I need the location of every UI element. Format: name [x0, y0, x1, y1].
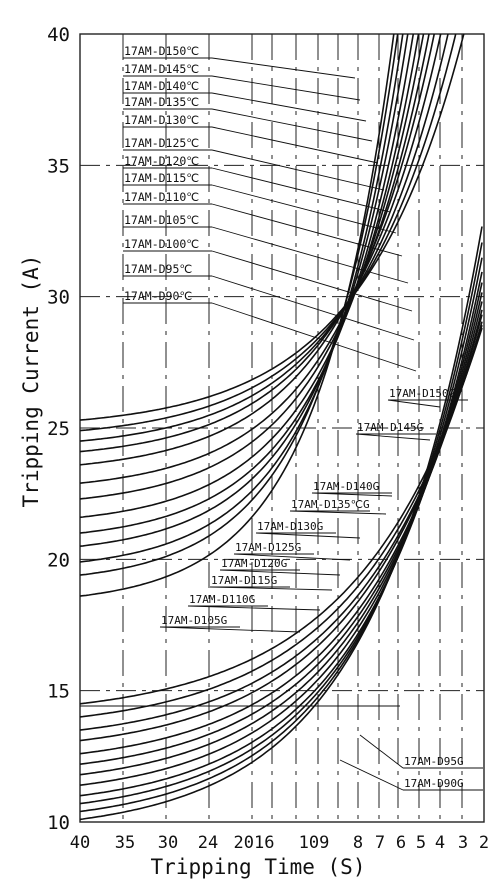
series-label: 17AM-D115℃ — [124, 171, 199, 185]
curve-17AM-D120G — [79, 292, 483, 776]
x-tick-label: 4 — [435, 833, 445, 853]
leader-line — [211, 126, 379, 164]
curve-17AM-D150℃ — [79, 33, 465, 421]
curves — [79, 33, 483, 821]
leader-line — [211, 75, 361, 101]
series-label: 17AM-D90G — [404, 777, 464, 790]
series-label: 17AM-D135℃ — [124, 95, 199, 109]
series-labels: 17AM-D150℃ 17AM-D145℃ 17AM-D140℃ 17AM-D135℃… — [124, 44, 464, 790]
series-label: 17AM-D125℃ — [124, 136, 199, 150]
x-tick-label: 30 — [158, 833, 178, 853]
x-tick-label: 40 — [70, 833, 90, 853]
series-label: 17AM-D95G — [404, 755, 464, 768]
curve-17AM-D145℃ — [79, 33, 457, 432]
x-tick-label: 2016 — [234, 833, 275, 853]
curve-17AM-D135℃ — [79, 33, 442, 453]
x-tick-label: 8 — [353, 833, 363, 853]
series-label: 17AM-D130G — [257, 520, 323, 533]
series-label: 17AM-D145℃ — [124, 62, 199, 76]
curve-17AM-D115℃ — [79, 33, 420, 519]
curve-17AM-D110℃ — [79, 33, 415, 534]
leader-line — [359, 734, 404, 769]
leader-line — [211, 184, 397, 234]
leader-line — [159, 626, 301, 633]
leader-line — [233, 553, 351, 561]
series-label: 17AM-D125G — [235, 541, 301, 554]
x-tick-label: 109 — [299, 833, 330, 853]
y-axis-title: Tripping Current (A) — [19, 255, 43, 508]
leader-line — [211, 108, 373, 142]
leader-line — [211, 226, 409, 284]
y-tick-label: 35 — [47, 155, 70, 177]
curve-17AM-D90G — [79, 226, 483, 821]
curve-17AM-D100℃ — [79, 33, 404, 563]
x-axis-title: Tripping Time (S) — [151, 855, 366, 879]
series-label: 17AM-D100℃ — [124, 237, 199, 251]
leader-line — [355, 433, 431, 441]
leader-line — [387, 399, 441, 408]
leader-line — [211, 167, 391, 213]
curve-17AM-D140G — [79, 321, 483, 731]
x-tick-label: 35 — [115, 833, 135, 853]
leader-line — [187, 605, 321, 611]
leader-line — [209, 586, 333, 591]
y-tick-label: 10 — [47, 812, 70, 834]
series-label: 17AM-D140G — [313, 480, 379, 493]
series-label: 17AM-D150G — [389, 387, 455, 400]
series-label: 17AM-D120G — [221, 557, 287, 570]
series-label: 17AM-D105℃ — [124, 213, 199, 227]
leader-line — [289, 510, 387, 515]
x-tick-label: 6 — [396, 833, 406, 853]
x-tick-label: 2 — [479, 833, 489, 853]
y-tick-label: 15 — [47, 681, 70, 703]
series-label: 17AM-D105G — [161, 614, 227, 627]
x-tick-label: 3 — [458, 833, 468, 853]
series-label: 17AM-D120℃ — [124, 154, 199, 168]
x-tick-label: 5 — [416, 833, 426, 853]
leader-line — [211, 92, 367, 122]
series-label: 17AM-D140℃ — [124, 79, 199, 93]
curve-17AM-D125℃ — [79, 33, 430, 484]
leader-line — [211, 250, 413, 312]
leader-line — [211, 302, 417, 372]
series-label: 17AM-D115G — [211, 574, 277, 587]
curve-17AM-D140℃ — [79, 33, 449, 442]
curve-17AM-D105G — [79, 257, 483, 805]
series-label: 17AM-D110G — [189, 593, 255, 606]
leader-line — [339, 759, 404, 791]
x-tick-label: 7 — [375, 833, 385, 853]
curve-17AM-D95G — [79, 242, 483, 813]
tick-labels: 10 15 20 25 30 35 40 40 35 30 24 2016 109 8 7 6 5 4 3 2 — [47, 24, 489, 853]
leader-line — [311, 492, 393, 497]
y-tick-label: 25 — [47, 418, 70, 440]
curve-17AM-D90℃ — [79, 33, 395, 597]
y-tick-label: 20 — [47, 549, 70, 571]
series-label: 17AM-D130℃ — [124, 113, 199, 127]
leader-lines — [80, 57, 483, 791]
series-label: 17AM-D150℃ — [124, 44, 199, 58]
leader-line — [219, 569, 341, 576]
leader-line — [211, 149, 385, 191]
y-tick-label: 30 — [47, 287, 70, 309]
series-label: 17AM-D145G — [357, 421, 423, 434]
leader-line — [211, 57, 356, 79]
series-label: 17AM-D110℃ — [124, 190, 199, 204]
leader-line — [255, 532, 361, 539]
series-label: 17AM-D90℃ — [124, 289, 192, 303]
series-label: 17AM-D135℃G — [291, 498, 370, 511]
curve-17AM-D150G — [79, 327, 483, 705]
x-tick-label: 24 — [198, 833, 218, 853]
curve-17AM-D105℃ — [79, 33, 409, 547]
leader-line — [211, 203, 403, 257]
leader-line — [211, 275, 415, 341]
series-label: 17AM-D95℃ — [124, 262, 192, 276]
y-tick-label: 40 — [47, 24, 70, 46]
